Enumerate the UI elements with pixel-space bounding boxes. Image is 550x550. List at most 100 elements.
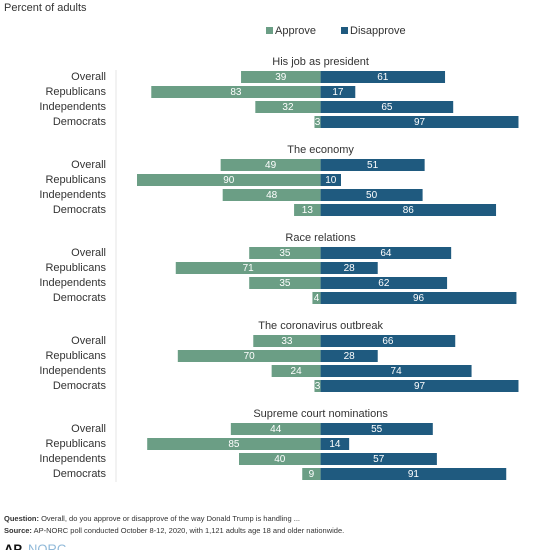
bar: [320, 423, 433, 435]
source-label: Source:: [4, 526, 32, 535]
bar: [137, 174, 321, 186]
panel-title: Race relations: [285, 232, 356, 244]
value-label: 28: [344, 351, 356, 362]
value-label: 13: [302, 205, 314, 216]
value-label: 70: [244, 351, 256, 362]
value-label: 3: [315, 381, 321, 392]
category-label: Democrats: [53, 116, 107, 128]
source: AP-NORC poll conducted October 8-12, 202…: [34, 526, 345, 535]
bar: [249, 247, 321, 259]
value-label: 57: [373, 454, 385, 465]
value-label: 33: [281, 336, 293, 347]
value-label: 17: [332, 87, 344, 98]
bar: [312, 292, 321, 304]
value-label: 40: [274, 454, 286, 465]
value-label: 55: [371, 424, 383, 435]
bar: [320, 380, 519, 392]
value-label: 44: [270, 424, 282, 435]
category-label: Overall: [71, 247, 106, 259]
value-label: 74: [391, 366, 403, 377]
bar: [320, 189, 423, 201]
value-label: 10: [325, 175, 337, 186]
footer: Source: AP-NORC poll conducted October 8…: [4, 526, 344, 535]
category-label: Overall: [71, 335, 106, 347]
value-label: 65: [381, 102, 393, 113]
bar: [320, 335, 456, 347]
value-label: 71: [243, 263, 255, 274]
value-label: 35: [279, 278, 291, 289]
category-label: Independents: [39, 365, 106, 377]
legend-swatch: [341, 27, 348, 34]
value-label: 66: [382, 336, 394, 347]
question-label: Question:: [4, 514, 39, 523]
value-label: 62: [378, 278, 390, 289]
value-label: 86: [403, 205, 415, 216]
category-label: Independents: [39, 453, 106, 465]
bar: [320, 468, 507, 480]
chart-subtitle: Percent of adults: [4, 2, 87, 14]
bar: [177, 350, 321, 362]
bar: [314, 116, 321, 128]
legend-swatch: [266, 27, 273, 34]
value-label: 4: [314, 293, 320, 304]
value-label: 51: [367, 160, 379, 171]
bar: [320, 101, 454, 113]
category-label: Independents: [39, 101, 106, 113]
bar: [320, 247, 452, 259]
value-label: 96: [413, 293, 425, 304]
category-label: Democrats: [53, 292, 107, 304]
bar: [230, 423, 321, 435]
bar: [249, 277, 321, 289]
bar: [320, 438, 350, 450]
bar: [320, 365, 472, 377]
category-label: Republicans: [45, 174, 106, 186]
bar: [320, 174, 341, 186]
bar: [271, 365, 321, 377]
bar: [239, 453, 321, 465]
legend-label: Disapprove: [350, 25, 406, 37]
bar: [320, 204, 497, 216]
bar: [320, 116, 519, 128]
value-label: 90: [223, 175, 235, 186]
value-label: 61: [377, 72, 389, 83]
bar: [320, 453, 437, 465]
bar: [320, 262, 378, 274]
value-label: 50: [366, 190, 378, 201]
bar: [147, 438, 321, 450]
panel-title: Supreme court nominations: [253, 408, 388, 420]
value-label: 49: [265, 160, 277, 171]
panel-title: The economy: [287, 144, 354, 156]
bar: [222, 189, 321, 201]
value-label: 97: [414, 117, 426, 128]
category-label: Independents: [39, 277, 106, 289]
value-label: 24: [291, 366, 303, 377]
logo-ap: AP: [4, 541, 22, 550]
bar: [253, 335, 321, 347]
category-label: Republicans: [45, 262, 106, 274]
bar: [294, 204, 321, 216]
value-label: 3: [315, 117, 321, 128]
category-label: Democrats: [53, 204, 107, 216]
bar: [220, 159, 321, 171]
bar: [320, 277, 448, 289]
value-label: 28: [344, 263, 356, 274]
category-label: Republicans: [45, 438, 106, 450]
panel-title: His job as president: [272, 56, 369, 68]
value-label: 32: [282, 102, 294, 113]
category-label: Republicans: [45, 86, 106, 98]
legend-label: Approve: [275, 25, 316, 37]
footer: Question: Overall, do you approve or dis…: [4, 514, 300, 523]
bar: [241, 71, 321, 83]
bar: [314, 380, 321, 392]
bar: [320, 86, 356, 98]
value-label: 35: [279, 248, 291, 259]
value-label: 83: [230, 87, 242, 98]
value-label: 85: [228, 439, 240, 450]
bar: [320, 71, 446, 83]
category-label: Independents: [39, 189, 106, 201]
bar: [320, 292, 517, 304]
bar: [255, 101, 321, 113]
value-label: 39: [275, 72, 287, 83]
